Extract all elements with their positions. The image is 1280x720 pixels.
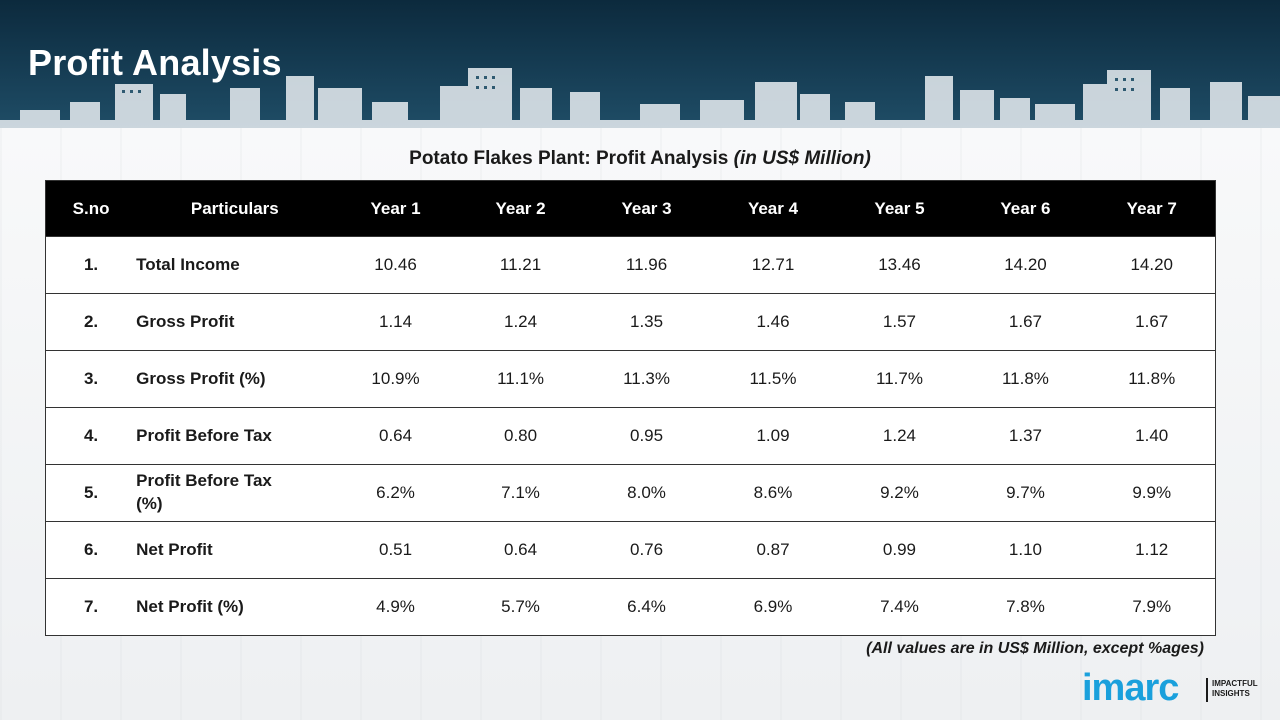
- cell-value: 6.9%: [753, 597, 793, 616]
- cell-value: 1.24: [504, 312, 538, 331]
- cell-value: 1.35: [629, 312, 664, 331]
- cell-value: 9.7%: [1006, 483, 1045, 502]
- row-particular: Net Profit: [136, 539, 213, 559]
- row-particular: Profit Before Tax: [136, 425, 272, 445]
- cell-value: 11.7%: [876, 369, 923, 388]
- row-sno: 7.: [83, 597, 99, 616]
- cell-value: 1.09: [756, 426, 790, 445]
- cell-value: 0.51: [378, 540, 413, 559]
- header-year-2: Year 2: [495, 198, 546, 218]
- cell-value: 5.7%: [501, 597, 540, 616]
- header-year-5: Year 5: [874, 198, 925, 218]
- table-footnote: (All values are in US$ Million, except %…: [866, 640, 1204, 657]
- table-row: 2. Gross Profit 1.14 1.24 1.35 1.46 1.57…: [45, 293, 1216, 351]
- logo-tagline-1: IMPACTFUL: [1212, 679, 1258, 688]
- header-year-3: Year 3: [621, 198, 672, 218]
- cell-value: 1.12: [1135, 540, 1169, 559]
- cell-value: 1.67: [1008, 312, 1042, 331]
- cell-value: 9.9%: [1132, 483, 1172, 502]
- cell-value: 14.20: [1130, 255, 1173, 274]
- header-year-7: Year 7: [1126, 198, 1177, 218]
- cell-value: 1.67: [1135, 312, 1169, 331]
- table-title-main: Potato Flakes Plant: Profit Analysis: [409, 148, 734, 169]
- cell-value: 1.10: [1008, 540, 1042, 559]
- header-year-4: Year 4: [747, 198, 799, 218]
- cell-value: 0.64: [378, 426, 413, 445]
- cell-value: 0.87: [756, 540, 790, 559]
- cell-value: 0.95: [629, 426, 664, 445]
- cell-value: 10.46: [374, 255, 417, 274]
- cell-value: 1.24: [882, 426, 917, 445]
- cell-value: 11.5%: [749, 369, 797, 388]
- row-sno: 1.: [83, 255, 99, 274]
- page-title: Profit Analysis: [28, 42, 282, 83]
- cell-value: 0.64: [504, 540, 538, 559]
- cell-value: 9.2%: [880, 483, 919, 502]
- cell-value: 11.1%: [497, 369, 545, 388]
- row-particular: Profit Before Tax (%): [136, 471, 272, 513]
- table-row: 5. Profit Before Tax (%) 6.2% 7.1% 8.0% …: [45, 464, 1216, 522]
- table-row: 3. Gross Profit (%) 10.9% 11.1% 11.3% 11…: [45, 350, 1216, 408]
- header-sno: S.no: [72, 198, 110, 218]
- profit-table: S.no Particulars Year 1 Year 2 Year 3 Ye…: [45, 180, 1216, 636]
- cell-value: 11.96: [625, 255, 668, 274]
- cell-value: 7.9%: [1132, 597, 1172, 616]
- cell-value: 0.99: [882, 540, 917, 559]
- header-year-1: Year 1: [370, 198, 421, 218]
- table-header-row: S.no Particulars Year 1 Year 2 Year 3 Ye…: [45, 180, 1216, 237]
- cell-value: 7.1%: [501, 483, 540, 502]
- imarc-logo: imarc IMPACTFUL INSIGHTS: [1082, 668, 1262, 708]
- cell-value: 8.0%: [627, 483, 666, 502]
- cell-value: 1.37: [1008, 426, 1042, 445]
- cell-value: 0.80: [504, 426, 538, 445]
- header-banner: Profit Analysis: [0, 0, 1280, 128]
- row-particular: Gross Profit: [136, 311, 235, 331]
- cell-value: 12.71: [751, 255, 795, 274]
- row-sno: 6.: [83, 540, 99, 559]
- cell-value: 4.9%: [376, 597, 415, 616]
- cell-value: 1.57: [882, 312, 917, 331]
- row-sno: 4.: [83, 426, 99, 445]
- logo-tagline: IMPACTFUL INSIGHTS: [1212, 679, 1258, 699]
- cell-value: 11.3%: [623, 369, 671, 388]
- cell-value: 13.46: [878, 255, 921, 274]
- cell-value: 11.8%: [1128, 369, 1176, 388]
- logo-wordmark: imarc: [1082, 667, 1179, 709]
- cell-value: 0.76: [629, 540, 664, 559]
- cell-value: 1.14: [378, 312, 413, 331]
- table-row: 7. Net Profit (%) 4.9% 5.7% 6.4% 6.9% 7.…: [45, 578, 1216, 636]
- cell-value: 1.46: [756, 312, 790, 331]
- cell-value: 7.8%: [1006, 597, 1045, 616]
- cell-value: 1.40: [1135, 426, 1169, 445]
- cell-value: 14.20: [1004, 255, 1047, 274]
- logo-divider: [1206, 678, 1208, 702]
- header-year-6: Year 6: [1000, 198, 1051, 218]
- row-sno: 2.: [83, 312, 99, 331]
- table-row: 1. Total Income 10.46 11.21 11.96 12.71 …: [45, 236, 1216, 294]
- cell-value: 11.21: [499, 255, 542, 274]
- city-skyline-graphic: [0, 68, 1280, 128]
- table-row: 6. Net Profit 0.51 0.64 0.76 0.87 0.99 1…: [45, 521, 1216, 579]
- table-title-unit: (in US$ Million): [733, 148, 871, 169]
- table-title: Potato Flakes Plant: Profit Analysis (in…: [0, 148, 1280, 170]
- table-row: 4. Profit Before Tax 0.64 0.80 0.95 1.09…: [45, 407, 1216, 465]
- logo-tagline-2: INSIGHTS: [1212, 689, 1250, 698]
- cell-value: 6.4%: [627, 597, 666, 616]
- row-sno: 3.: [83, 369, 99, 388]
- cell-value: 7.4%: [880, 597, 919, 616]
- row-sno: 5.: [83, 483, 99, 502]
- row-particular: Net Profit (%): [136, 596, 244, 616]
- row-particular: Gross Profit (%): [136, 368, 266, 388]
- cell-value: 10.9%: [371, 369, 420, 388]
- cell-value: 11.8%: [1001, 369, 1049, 388]
- cell-value: 6.2%: [376, 483, 415, 502]
- cell-value: 8.6%: [753, 483, 793, 502]
- row-particular: Total Income: [136, 254, 240, 274]
- header-particulars: Particulars: [190, 198, 279, 218]
